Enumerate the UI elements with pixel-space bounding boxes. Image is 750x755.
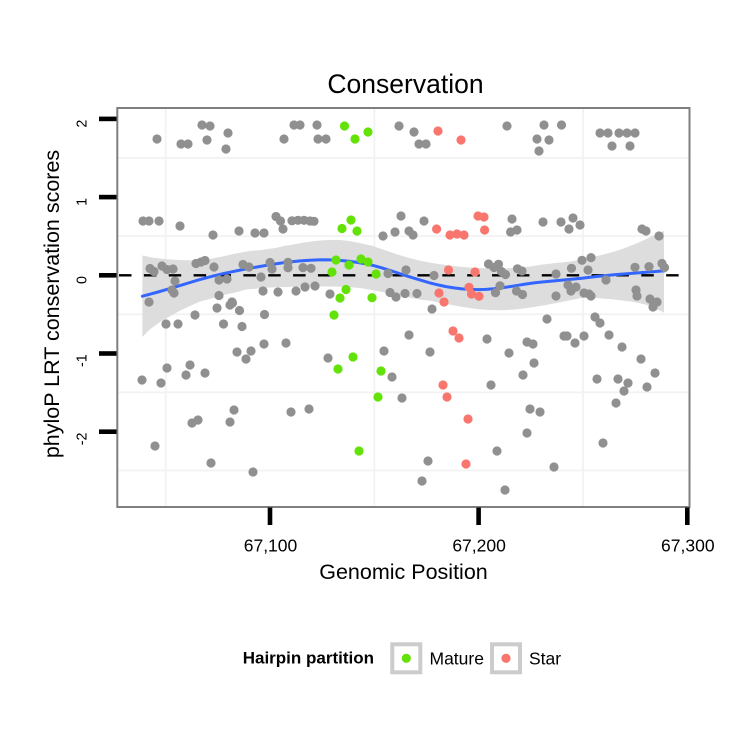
svg-text:67,100: 67,100 <box>244 535 298 555</box>
svg-text:67,200: 67,200 <box>452 535 506 555</box>
svg-text:1: 1 <box>75 198 91 206</box>
svg-text:67,300: 67,300 <box>661 535 715 555</box>
svg-text:Star: Star <box>529 648 561 668</box>
svg-text:Conservation: Conservation <box>327 69 483 99</box>
svg-text:2: 2 <box>75 120 91 128</box>
svg-text:Hairpin partition: Hairpin partition <box>243 649 374 668</box>
svg-text:Genomic Position: Genomic Position <box>319 560 488 584</box>
svg-text:-2: -2 <box>75 432 91 445</box>
svg-text:-1: -1 <box>75 354 91 367</box>
svg-text:phyloP LRT conservation scores: phyloP LRT conservation scores <box>40 150 64 458</box>
svg-text:0: 0 <box>75 276 91 284</box>
svg-text:Mature: Mature <box>430 648 484 668</box>
